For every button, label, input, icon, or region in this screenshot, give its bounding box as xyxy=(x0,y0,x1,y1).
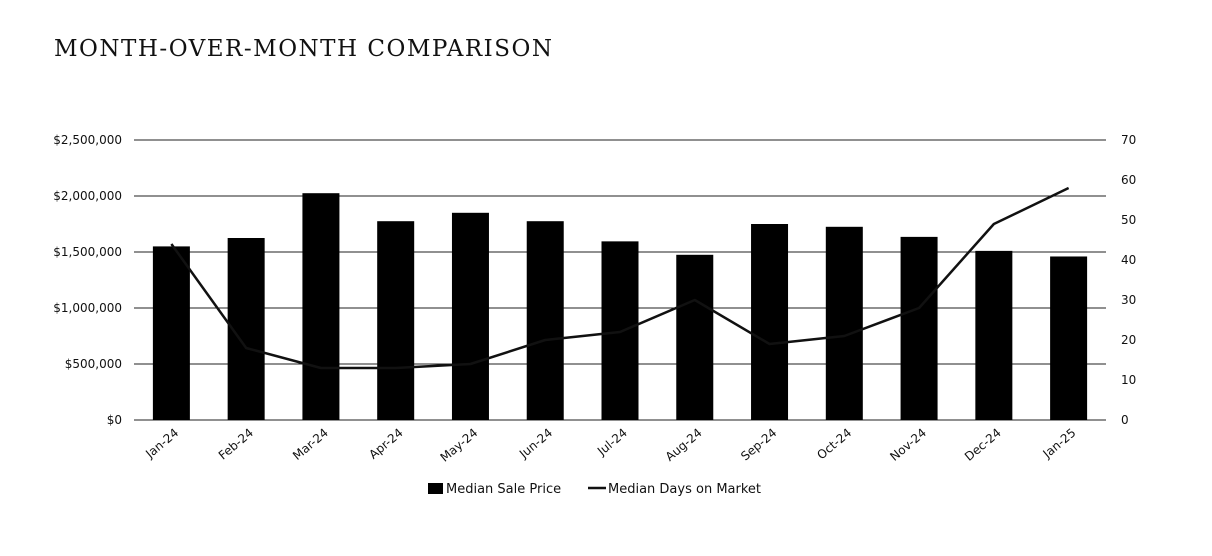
legend-label: Median Days on Market xyxy=(608,482,761,497)
x-tick-label: Jun-24 xyxy=(516,426,555,462)
right-tick-label: 60 xyxy=(1121,173,1136,187)
x-tick-label: Oct-24 xyxy=(814,426,854,463)
left-tick-label: $500,000 xyxy=(65,357,122,371)
bar xyxy=(751,224,789,420)
x-tick-label: Apr-24 xyxy=(366,426,405,462)
x-tick-label: Jan-24 xyxy=(142,426,181,462)
bar xyxy=(1050,256,1088,420)
bar xyxy=(900,236,938,420)
x-tick-label: Aug-24 xyxy=(663,426,705,464)
bar xyxy=(152,246,190,420)
x-tick-label: May-24 xyxy=(438,426,481,465)
x-tick-label: Dec-24 xyxy=(962,426,1004,464)
right-axis-ticks: 0 10 20 30 40 50 60 70 xyxy=(1121,133,1136,427)
x-axis-ticks: Jan-24 Feb-24 Mar-24 Apr-24 May-24 Jun-24 Jul-… xyxy=(142,426,1078,465)
bar xyxy=(377,221,415,420)
legend-label: Median Sale Price xyxy=(446,482,561,497)
x-tick-label: Feb-24 xyxy=(216,426,256,463)
left-tick-label: $1,500,000 xyxy=(53,245,122,259)
x-tick-label: Sep-24 xyxy=(738,426,779,464)
left-tick-label: $1,000,000 xyxy=(53,301,122,315)
bar xyxy=(975,250,1013,420)
x-tick-label: Jul-24 xyxy=(594,426,630,459)
right-tick-label: 70 xyxy=(1121,133,1136,147)
bar xyxy=(451,212,489,420)
right-tick-label: 50 xyxy=(1121,213,1136,227)
bar xyxy=(676,254,714,420)
chart-title: MONTH-OVER-MONTH COMPARISON xyxy=(54,36,554,62)
x-tick-label: Mar-24 xyxy=(290,426,331,463)
left-tick-label: $2,000,000 xyxy=(53,189,122,203)
bar-series xyxy=(152,193,1088,420)
bar xyxy=(302,193,340,420)
left-axis-ticks: $0 $500,000 $1,000,000 $1,500,000 $2,000,000… xyxy=(53,133,122,427)
right-tick-label: 20 xyxy=(1121,333,1136,347)
x-tick-label: Jan-25 xyxy=(1040,426,1079,462)
left-tick-label: $0 xyxy=(107,413,122,427)
bar xyxy=(526,221,564,420)
bar xyxy=(825,226,863,420)
legend-bar-swatch xyxy=(428,483,443,494)
right-tick-label: 10 xyxy=(1121,373,1136,387)
line-series xyxy=(170,186,1070,370)
right-tick-label: 0 xyxy=(1121,413,1129,427)
left-tick-label: $2,500,000 xyxy=(53,133,122,147)
right-tick-label: 30 xyxy=(1121,293,1136,307)
x-tick-label: Nov-24 xyxy=(887,426,929,464)
legend: Median Sale Price Median Days on Market xyxy=(428,482,761,497)
right-tick-label: 40 xyxy=(1121,253,1136,267)
